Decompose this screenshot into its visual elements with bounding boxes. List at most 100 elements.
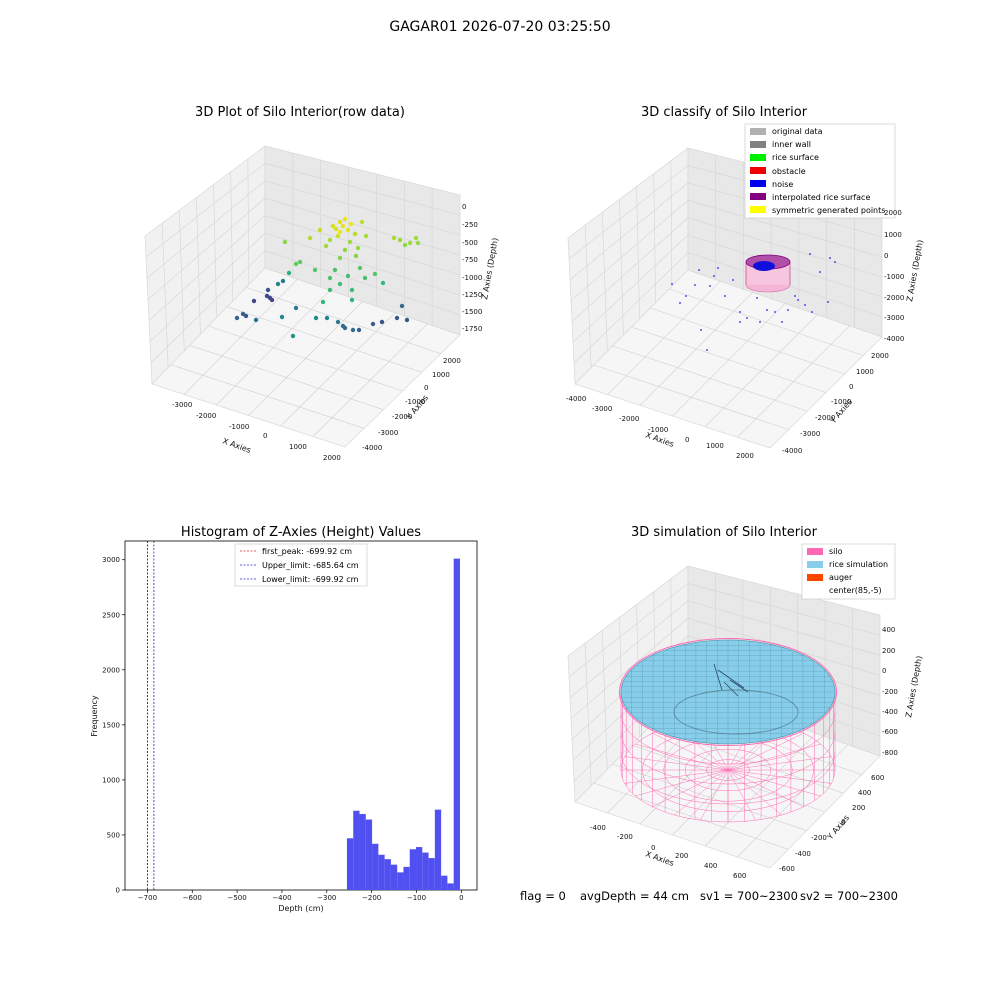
scatter-point xyxy=(362,275,368,281)
sim-x-ticks: -400 -200 0 200 400 600 xyxy=(590,824,746,880)
histogram-x-ticks: −700 −600 −500 −400 −300 −200 −100 0 xyxy=(138,890,464,902)
y-tick-label: 1000 xyxy=(102,776,120,784)
grid-line xyxy=(569,182,689,280)
scatter-point xyxy=(312,267,318,273)
histogram-bar xyxy=(434,809,442,890)
grid-line xyxy=(569,600,689,698)
legend-swatch-rice-surface xyxy=(750,154,766,161)
raw-z-tick: -1250 xyxy=(462,291,482,299)
auger-line xyxy=(713,663,723,691)
noise-point xyxy=(819,271,821,273)
sim-y-tick: 200 xyxy=(852,804,865,812)
scatter-point xyxy=(342,247,348,253)
histogram-chart: Histogram of Z-Axies (Height) Values −70… xyxy=(90,525,478,913)
classify-y-tick: -2000 xyxy=(815,414,835,422)
classify-x-tick: -2000 xyxy=(619,415,639,423)
legend-swatch-auger xyxy=(807,574,823,581)
scatter-point xyxy=(402,242,408,248)
legend-swatch-obstacle xyxy=(750,167,766,174)
histogram-bar xyxy=(378,854,385,890)
scatter-point xyxy=(234,315,240,321)
grid-line xyxy=(146,180,266,279)
scatter-point xyxy=(317,227,323,233)
scatter-point xyxy=(345,227,351,233)
raw-plot-title: 3D Plot of Silo Interior(row data) xyxy=(195,105,405,120)
grid-line xyxy=(619,617,624,754)
silo-wall-ring xyxy=(620,731,836,785)
raw-z-tick: -750 xyxy=(462,256,478,264)
grid-line xyxy=(247,158,250,285)
sim-x-tick: -200 xyxy=(617,833,633,841)
sim-y-tick: 400 xyxy=(858,789,871,797)
scatter-point xyxy=(342,216,348,222)
noise-point xyxy=(756,297,758,299)
grid-line xyxy=(601,630,608,770)
grid-line xyxy=(145,163,266,258)
scatter-point xyxy=(337,219,343,225)
grid-line xyxy=(570,618,689,719)
sim-x-axis-label: X Axies xyxy=(644,849,675,868)
sim-y-tick: 600 xyxy=(871,774,884,782)
histogram-bar xyxy=(372,843,379,890)
raw-y-tick: 0 xyxy=(424,384,428,392)
grid-line xyxy=(161,223,169,368)
scatter-point xyxy=(335,233,341,239)
silo-floor-spoke xyxy=(624,769,729,784)
noise-point xyxy=(829,257,831,259)
auger-line xyxy=(717,669,745,689)
histogram-bar xyxy=(428,858,435,890)
histogram-plot-area xyxy=(124,540,478,891)
grid-line xyxy=(264,232,461,296)
silo-floor-spoke xyxy=(674,769,729,816)
classify-y-tick: -3000 xyxy=(800,430,820,438)
histogram-bar xyxy=(441,875,448,890)
noise-point xyxy=(698,269,700,271)
silo-floor-spoke xyxy=(700,769,729,821)
classify-x-tick: 1000 xyxy=(706,442,724,450)
classify-x-tick: 0 xyxy=(685,436,689,444)
sim-z-tick: -400 xyxy=(882,708,898,716)
silo-floor-spoke xyxy=(727,769,821,797)
histogram-y-axis-label: Frequency xyxy=(90,695,99,737)
raw-z-tick: -500 xyxy=(462,239,478,247)
grid-line xyxy=(619,199,624,336)
scatter-point xyxy=(347,239,353,245)
grid-line xyxy=(687,600,881,656)
raw-x-tick: -3000 xyxy=(172,401,192,409)
classify-y-tick: -4000 xyxy=(782,447,802,455)
legend-label: inner wall xyxy=(772,140,811,149)
legend-swatch-interpolated xyxy=(750,193,766,200)
y-tick-label: 2000 xyxy=(102,666,120,674)
grid-line xyxy=(687,199,883,258)
classify-z-ticks: 2000 1000 0 -1000 -2000 -3000 -4000 xyxy=(884,209,904,343)
silo-rim xyxy=(619,638,837,746)
figure-title: GAGAR01 2026-07-20 03:25:50 xyxy=(389,19,610,35)
legend-label: Upper_limit: -685.64 cm xyxy=(262,561,359,570)
scatter-point xyxy=(363,233,369,239)
legend-label: symmetric generated points xyxy=(772,206,885,215)
noise-point xyxy=(759,321,761,323)
raw-y-tick: -2000 xyxy=(392,413,412,421)
silo-floor-spoke xyxy=(727,769,756,821)
noise-point xyxy=(724,295,726,297)
histogram-bar xyxy=(353,810,360,890)
legend-swatch-noise xyxy=(750,180,766,187)
raw-y-tick: -1000 xyxy=(405,398,425,406)
raw-y-tick: -4000 xyxy=(362,444,382,452)
scatter-point xyxy=(327,275,333,281)
raw-z-tick: 0 xyxy=(462,203,466,211)
classify-z-tick: -3000 xyxy=(884,314,904,322)
scatter-point xyxy=(327,287,333,293)
simulation-plot-title: 3D simulation of Silo Interior xyxy=(631,525,818,540)
classify-x-tick: -3000 xyxy=(592,405,612,413)
classify-z-tick: 2000 xyxy=(884,209,902,217)
scatter-point xyxy=(345,273,351,279)
grid-line xyxy=(570,200,689,301)
silo-floor-spoke xyxy=(635,769,729,797)
rice-surface-depression xyxy=(673,689,799,735)
x-tick-label: −200 xyxy=(362,894,381,902)
histogram-bar xyxy=(359,814,366,890)
noise-point xyxy=(713,275,715,277)
histogram-bar xyxy=(346,838,354,890)
x-tick-label: −700 xyxy=(138,894,157,902)
